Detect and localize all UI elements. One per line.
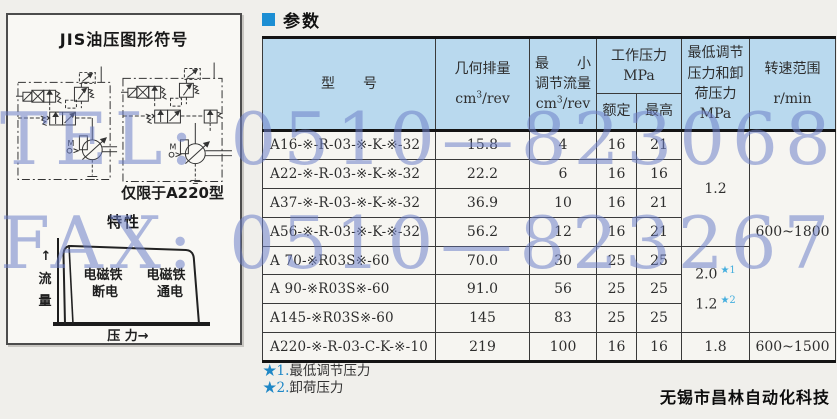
table-row: A56-※-R-03-※-K-※-32 56.2 12 16 21 <box>262 216 836 247</box>
cell-rated: 25 <box>596 274 637 305</box>
cell-model: A 90-※R03S※-60 <box>262 274 436 305</box>
cell-displacement: 36.9 <box>435 187 530 218</box>
panel-title: JIS油压图形符号 <box>59 30 189 49</box>
cell-speed-range-merged: 600~1800 <box>749 129 836 334</box>
cell-rated: 16 <box>596 158 637 189</box>
svg-text:M: M <box>68 139 75 148</box>
cell-rated: 16 <box>596 332 637 363</box>
cell-rated: 16 <box>596 130 637 160</box>
cell-displacement: 219 <box>435 332 530 363</box>
hydraulic-circuit-diagram-1: M <box>15 66 118 180</box>
cell-displacement: 70.0 <box>435 245 530 276</box>
cell-min-flow: 10 <box>529 187 597 218</box>
cell-min-flow: 100 <box>529 332 597 363</box>
cell-min-flow: 12 <box>529 216 597 247</box>
deenergized-label-line2: 断电 <box>92 284 118 300</box>
characteristics-title: 特性 <box>106 213 141 231</box>
header-working-pressure: 工作压力 MPa <box>596 37 682 94</box>
footnote-1-text: 最低调节压力 <box>289 363 371 379</box>
energized-label-line2: 通电 <box>157 284 183 300</box>
cell-model: A145-※R03S※-60 <box>262 303 436 334</box>
table-row: A 90-※R03S※-60 91.0 56 25 25 <box>262 274 836 305</box>
energized-label-line1: 电磁铁 <box>146 267 185 283</box>
cell-max: 16 <box>636 158 682 189</box>
footnote-2-marker: ★2. <box>263 380 290 396</box>
y-axis-label-flow: 流 <box>38 271 51 287</box>
cell-model: A22-※-R-03-※-K-※-32 <box>262 158 436 189</box>
x-axis-label-pressure: 压 力→ <box>107 328 149 344</box>
cell-min-flow: 30 <box>529 245 597 276</box>
cell-max: 21 <box>636 187 682 218</box>
cell-min-adj-pressure-merged: 1.2 <box>681 130 750 247</box>
y-axis-label-qty: 量 <box>38 294 51 309</box>
table-row: A145-※R03S※-60 145 83 25 25 <box>262 303 836 334</box>
flow-pressure-chart: ↑ 流 量 电磁铁 断电 电磁铁 通电 压 力→ <box>38 238 210 344</box>
cell-model: A37-※-R-03-※-K-※-32 <box>262 187 436 218</box>
header-speed-range: 转速范围 r/min <box>749 37 836 131</box>
characteristics-chart: ↑ 流 量 电磁铁 断电 电磁铁 通电 压 力→ <box>8 233 240 345</box>
section-bullet-square-icon <box>262 13 275 26</box>
cell-displacement: 15.8 <box>435 130 530 160</box>
cell-rated: 16 <box>596 187 637 218</box>
header-min-flow: 最 小 调节流量 cm3/rev <box>529 37 597 131</box>
cell-max: 21 <box>636 216 682 247</box>
table-row: A16-※-R-03-※-K-※-32 15.8 4 16 21 1.2 600… <box>262 129 836 334</box>
svg-text:M: M <box>170 143 177 152</box>
footnote-1: ★1.最低调节压力 <box>263 363 370 380</box>
cell-max: 25 <box>636 274 682 305</box>
header-max: 最高 <box>636 93 682 131</box>
jis-symbol-panel: JIS油压图形符号 <box>6 13 242 345</box>
cell-rated: 25 <box>596 303 637 334</box>
cell-max: 21 <box>636 130 682 160</box>
footnote-1-marker: ★1. <box>263 363 290 379</box>
company-name: 无锡市昌林自动化科技 <box>660 388 831 407</box>
section-title: 参数 <box>283 12 321 32</box>
hydraulic-circuit-diagram-2: M <box>121 62 233 184</box>
header-displacement: 几何排量 cm3/rev <box>435 37 530 131</box>
footnote-2: ★2.卸荷压力 <box>263 380 370 397</box>
footnote-2-text: 卸荷压力 <box>289 380 344 396</box>
cell-speed-range: 600~1500 <box>749 332 836 363</box>
a220-only-caption: 仅限于A220型 <box>121 184 224 202</box>
cell-max: 25 <box>636 245 682 276</box>
star-ref-2: ★2 <box>720 295 736 307</box>
cell-max: 25 <box>636 303 682 334</box>
hydraulic-diagrams: M <box>8 54 240 188</box>
header-rated: 额定 <box>596 93 637 131</box>
cell-displacement: 56.2 <box>435 216 530 247</box>
header-min-adjust-pressure: 最低调节 压力和卸 荷压力 MPa <box>681 37 750 131</box>
cell-rated: 25 <box>596 245 637 276</box>
y-axis-arrow: ↑ <box>41 249 52 264</box>
cell-model: A16-※-R-03-※-K-※-32 <box>262 130 436 160</box>
cell-min-flow: 4 <box>529 130 597 160</box>
cell-displacement: 145 <box>435 303 530 334</box>
deenergized-label-line1: 电磁铁 <box>83 267 122 283</box>
star-ref-1: ★1 <box>720 265 736 277</box>
params-section-header: 参数 <box>262 7 321 32</box>
cell-displacement: 91.0 <box>435 274 530 305</box>
cell-rated: 16 <box>596 216 637 247</box>
header-model: 型 号 <box>262 37 436 131</box>
footnotes: ★1.最低调节压力 ★2.卸荷压力 <box>263 363 370 397</box>
table-row: A220-※-R-03-C-K-※-10 219 100 16 16 1.8 6… <box>262 332 836 363</box>
cell-min-adj-pressure-merged: 2.0 ★1 1.2 ★2 <box>681 245 750 334</box>
parameters-table: 型 号 几何排量 cm3/rev 最 小 调节流量 cm3/rev 工作压力 M… <box>262 36 836 364</box>
cell-min-flow: 6 <box>529 158 597 189</box>
cell-min-flow: 83 <box>529 303 597 334</box>
table-row: A 70-※R03S※-60 70.0 30 25 25 2.0 ★1 1.2 ★2 <box>262 245 836 334</box>
cell-model: A220-※-R-03-C-K-※-10 <box>262 332 436 363</box>
cell-max: 16 <box>636 332 682 363</box>
cell-model: A56-※-R-03-※-K-※-32 <box>262 216 436 247</box>
cell-displacement: 22.2 <box>435 158 530 189</box>
cell-min-adj-pressure: 1.8 <box>681 332 750 363</box>
cell-min-flow: 56 <box>529 274 597 305</box>
cell-model: A 70-※R03S※-60 <box>262 245 436 276</box>
